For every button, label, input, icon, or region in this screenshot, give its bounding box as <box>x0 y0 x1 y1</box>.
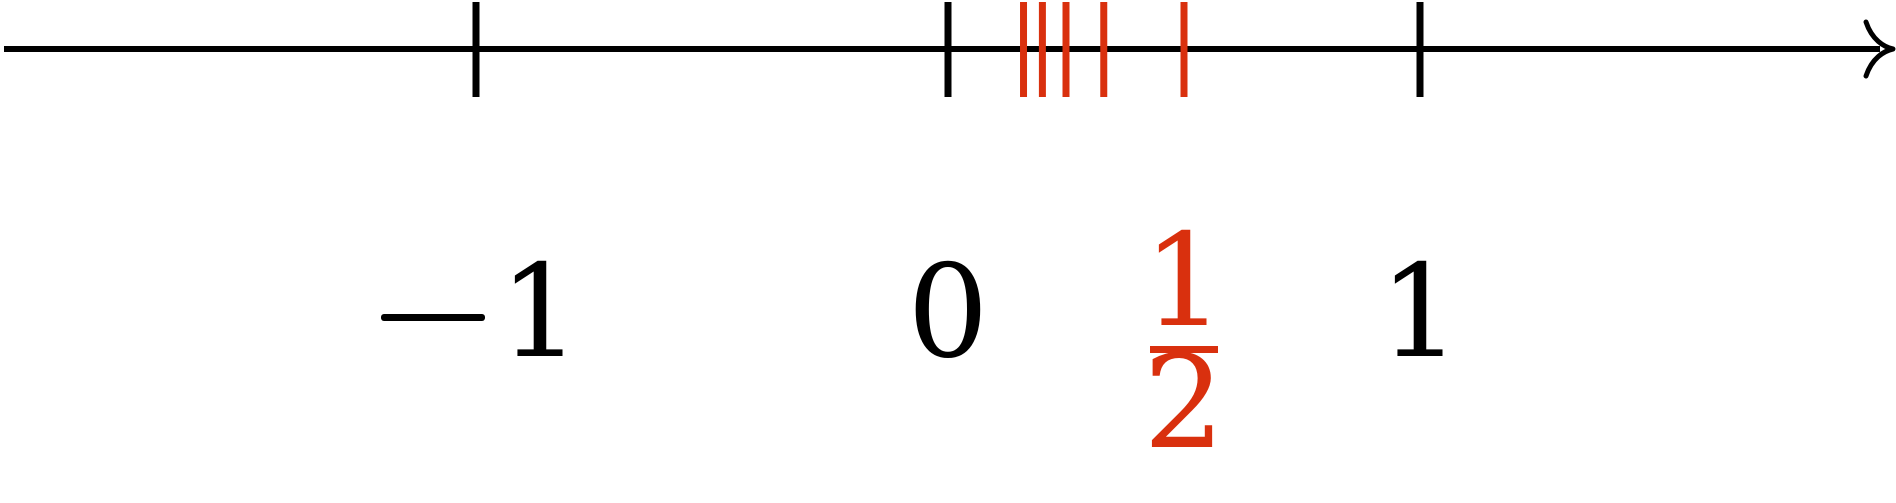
label-one-half: 1 2 <box>1143 207 1224 478</box>
label-zero: 0 <box>907 238 988 387</box>
label-half-denominator: 2 <box>1143 329 1224 478</box>
highlighted-ticks <box>1020 2 1188 97</box>
fraction-bar <box>1150 346 1218 353</box>
right-arrowhead-icon <box>1863 19 1896 79</box>
tick-labels: 1 0 1 1 2 <box>381 207 1461 478</box>
integer-ticks <box>472 2 1424 97</box>
minus-sign <box>381 314 485 321</box>
label-minus-one-digit: 1 <box>499 238 580 387</box>
label-one: 1 <box>1379 238 1460 387</box>
label-half-numerator: 1 <box>1143 207 1224 356</box>
